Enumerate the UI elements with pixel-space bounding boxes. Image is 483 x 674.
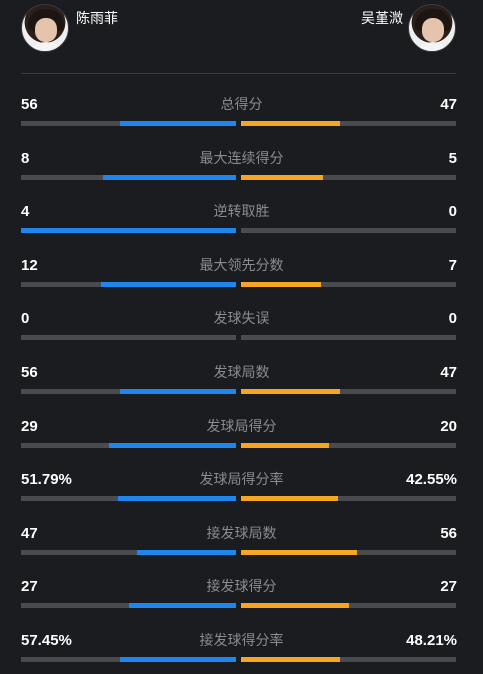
stat-left-value: 51.79% — [21, 471, 72, 489]
stat-right-bar — [241, 281, 456, 287]
stat-right-value: 42.55% — [406, 471, 457, 489]
stat-right-bar-fill — [241, 121, 340, 126]
match-header: 陈雨菲 吴堇溦 — [0, 0, 483, 74]
stat-right-value: 27 — [440, 578, 457, 596]
stat-left-bar — [21, 228, 236, 234]
avatar-face — [35, 18, 57, 42]
stat-left-value: 12 — [21, 256, 38, 274]
stat-left-bar — [21, 603, 236, 609]
stat-left-bar-fill — [21, 228, 236, 234]
stat-right-bar-fill — [241, 174, 323, 180]
stat-row: 0 发球失误 0 — [0, 310, 483, 350]
stat-row: 29 发球局得分 20 — [0, 418, 483, 458]
stat-label: 最大连续得分 — [199, 150, 284, 167]
stat-right-bar — [241, 228, 456, 234]
stat-left-bar-fill — [117, 496, 236, 502]
stat-row: 4 逆转取胜 0 — [0, 203, 483, 243]
stat-left-bar — [21, 496, 236, 502]
stat-left-bar-fill — [109, 442, 236, 448]
stat-right-bar — [241, 603, 456, 609]
stat-right-value: 0 — [448, 310, 457, 328]
stat-right-value: 0 — [448, 203, 457, 221]
stat-right-bar-fill — [241, 603, 349, 609]
stat-label: 逆转取胜 — [213, 204, 270, 221]
stat-left-value: 29 — [21, 417, 38, 435]
stat-right-value: 7 — [448, 256, 457, 274]
stat-right-bar — [241, 496, 456, 502]
stat-right-value: 48.21% — [406, 632, 457, 649]
stat-label: 总得分 — [220, 97, 263, 113]
stat-left-value: 57.45% — [21, 632, 72, 649]
stat-right-bar-fill — [241, 442, 330, 448]
stat-left-bar-fill — [119, 389, 236, 394]
stat-right-bar-fill — [241, 496, 338, 502]
stat-left-bar — [21, 335, 236, 341]
player-right-name[interactable]: 吴堇溦 — [361, 11, 403, 27]
stat-left-bar-fill — [128, 603, 236, 609]
stat-right-bar — [241, 549, 456, 555]
stat-left-value: 4 — [21, 203, 30, 221]
stat-right-bar-fill — [241, 549, 358, 555]
stat-right-value: 47 — [440, 96, 457, 113]
stat-right-bar — [241, 335, 456, 341]
stat-right-bar — [241, 389, 456, 394]
stat-right-value: 56 — [440, 524, 457, 542]
avatar-shirt — [413, 42, 453, 51]
player-left-name[interactable]: 陈雨菲 — [76, 11, 118, 27]
stat-label: 发球局数 — [213, 365, 270, 381]
avatar-shirt — [26, 42, 66, 51]
stat-row: 27 接发球得分 27 — [0, 578, 483, 618]
stat-left-bar — [21, 389, 236, 394]
stat-right-bar — [241, 174, 456, 180]
stat-right-bar-fill — [241, 657, 340, 662]
stat-row: 12 最大领先分数 7 — [0, 257, 483, 297]
stat-left-value: 47 — [21, 524, 38, 542]
stat-left-bar-fill — [102, 174, 236, 180]
stat-right-bar-fill — [241, 389, 340, 394]
stat-left-value: 0 — [21, 310, 30, 328]
stat-right-value: 20 — [440, 417, 457, 435]
stat-label: 发球局得分 — [206, 418, 277, 435]
player-right-avatar[interactable] — [408, 4, 456, 52]
stat-row: 56 总得分 47 — [0, 96, 483, 136]
stat-right-bar-fill — [241, 281, 321, 287]
stat-right-value: 5 — [448, 149, 457, 167]
stat-label: 最大领先分数 — [199, 257, 284, 274]
stat-row: 8 最大连续得分 5 — [0, 150, 483, 190]
stat-left-bar-fill — [100, 281, 236, 287]
stat-row: 47 接发球局数 56 — [0, 525, 483, 565]
stat-left-bar — [21, 549, 236, 555]
stat-row: 51.79% 发球局得分率 42.55% — [0, 471, 483, 511]
stat-left-value: 8 — [21, 149, 30, 167]
stat-left-value: 56 — [21, 364, 38, 381]
stat-label: 接发球得分 — [206, 579, 277, 596]
stat-left-value: 56 — [21, 96, 38, 113]
stat-left-bar — [21, 121, 236, 126]
header-divider — [21, 73, 456, 74]
stat-left-bar — [21, 281, 236, 287]
stat-right-bar — [241, 121, 456, 126]
stat-right-bar — [241, 657, 456, 662]
stat-right-bar — [241, 442, 456, 448]
stat-left-bar — [21, 174, 236, 180]
stat-left-bar-fill — [119, 121, 236, 126]
stat-row: 56 发球局数 47 — [0, 364, 483, 404]
stat-label: 接发球局数 — [206, 525, 277, 542]
stat-left-bar — [21, 657, 236, 662]
stat-left-bar-fill — [137, 549, 236, 555]
avatar-face — [422, 18, 444, 42]
stat-right-value: 47 — [440, 364, 457, 381]
stat-label: 接发球得分率 — [199, 633, 284, 649]
stat-label: 发球局得分率 — [199, 472, 284, 489]
stat-left-bar — [21, 442, 236, 448]
stat-left-value: 27 — [21, 578, 38, 596]
stat-label: 发球失误 — [213, 311, 270, 328]
stat-left-bar-fill — [119, 657, 236, 662]
stat-row: 57.45% 接发球得分率 48.21% — [0, 632, 483, 672]
player-left-avatar[interactable] — [21, 4, 69, 52]
